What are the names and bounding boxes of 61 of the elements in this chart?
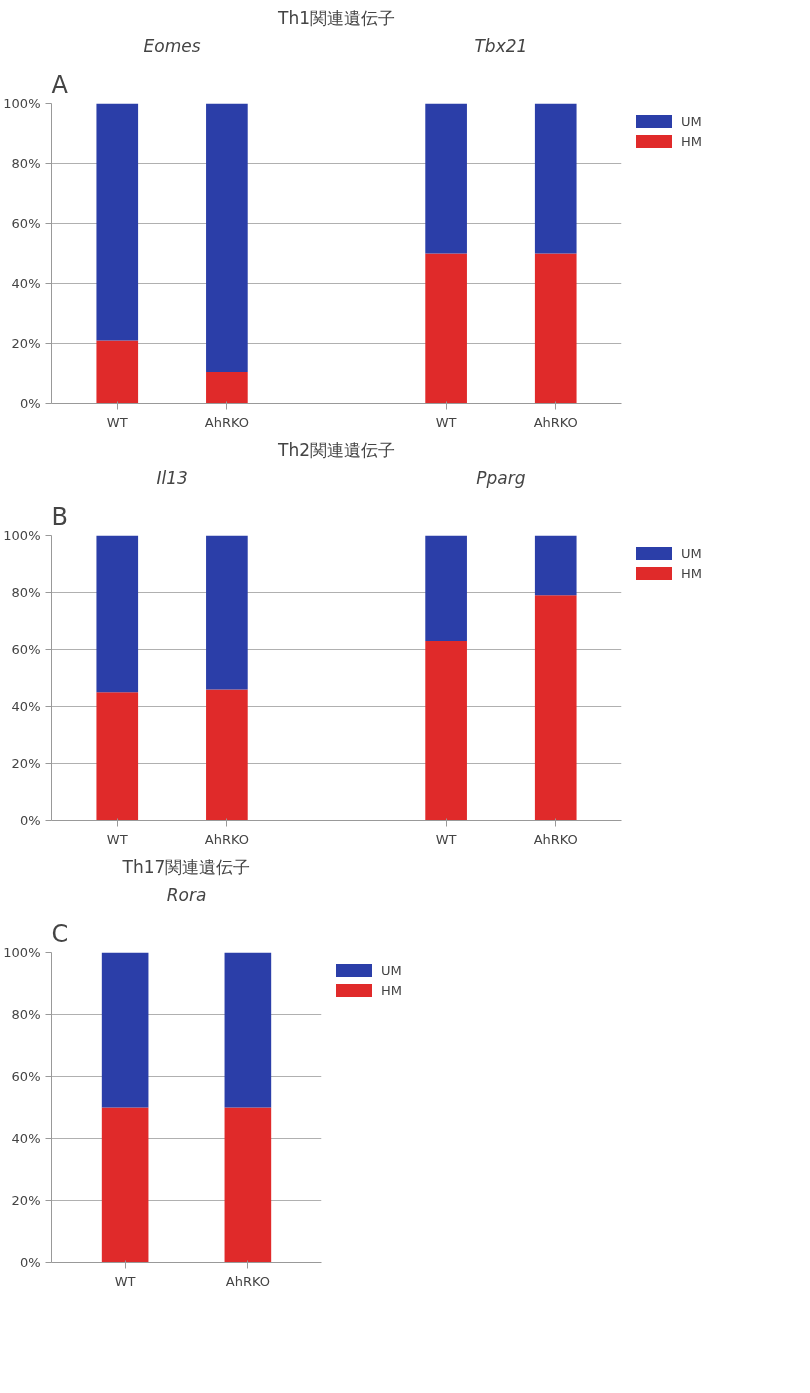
y-tick-label: 60% bbox=[11, 1069, 41, 1084]
y-tick-label: 60% bbox=[11, 216, 41, 231]
legend-label: HM bbox=[681, 565, 702, 581]
text: Rora bbox=[166, 884, 207, 905]
x-tick-label: WT bbox=[106, 831, 128, 847]
text: B bbox=[51, 502, 68, 531]
y-tick-label: 40% bbox=[11, 276, 41, 291]
bar bbox=[425, 535, 467, 641]
bar bbox=[96, 692, 139, 821]
y-tick-label: 80% bbox=[11, 156, 41, 171]
x-tick-label: WT bbox=[435, 414, 457, 430]
y-tick-label: 0% bbox=[19, 813, 41, 828]
x-tick-label: WT bbox=[435, 831, 457, 847]
bar bbox=[206, 535, 248, 690]
bar bbox=[534, 103, 577, 254]
y-tick-label: 100% bbox=[3, 96, 41, 111]
y-tick-label: 20% bbox=[11, 756, 41, 771]
bar bbox=[96, 535, 139, 693]
bar bbox=[206, 103, 248, 372]
y-tick-label: 60% bbox=[11, 642, 41, 657]
y-tick-label: 0% bbox=[19, 396, 41, 411]
text: Pparg bbox=[476, 467, 526, 488]
bar bbox=[534, 595, 577, 821]
x-tick-label: AhRKO bbox=[204, 414, 249, 430]
bar bbox=[206, 372, 248, 404]
chart-title: Th2関連遺伝子 bbox=[277, 439, 395, 460]
y-tick-label: 80% bbox=[11, 1007, 41, 1022]
bar bbox=[534, 535, 577, 596]
y-tick-label: 80% bbox=[11, 585, 41, 600]
legend-label: UM bbox=[381, 962, 402, 978]
text: Eomes bbox=[143, 35, 201, 56]
legend-label: UM bbox=[681, 113, 702, 129]
y-tick-label: 20% bbox=[11, 336, 41, 351]
x-tick-label: WT bbox=[114, 1273, 136, 1289]
bar bbox=[206, 689, 248, 821]
x-tick-label: AhRKO bbox=[225, 1273, 270, 1289]
text: C bbox=[51, 919, 69, 948]
y-tick-label: 40% bbox=[11, 1131, 41, 1146]
legend-label: HM bbox=[681, 133, 702, 149]
x-tick-label: WT bbox=[106, 414, 128, 430]
legend-label: HM bbox=[381, 982, 402, 998]
bar bbox=[425, 253, 467, 404]
y-tick-label: 100% bbox=[3, 945, 41, 960]
bar bbox=[96, 340, 139, 404]
y-tick-label: 100% bbox=[3, 528, 41, 543]
bar bbox=[425, 640, 467, 821]
bar bbox=[534, 253, 577, 404]
bar bbox=[425, 103, 467, 254]
y-tick-label: 40% bbox=[11, 699, 41, 714]
text: Il13 bbox=[156, 467, 188, 488]
y-tick-label: 20% bbox=[11, 1193, 41, 1208]
chart-title: Th1関連遺伝子 bbox=[277, 7, 395, 28]
x-tick-label: AhRKO bbox=[533, 414, 578, 430]
x-tick-label: AhRKO bbox=[204, 831, 249, 847]
text: Tbx21 bbox=[474, 35, 528, 56]
bar bbox=[96, 103, 139, 341]
y-tick-label: 0% bbox=[19, 1255, 41, 1270]
chart-title: Th17関連遺伝子 bbox=[121, 856, 251, 877]
x-tick-label: AhRKO bbox=[533, 831, 578, 847]
text: A bbox=[51, 70, 69, 99]
legend-label: UM bbox=[681, 545, 702, 561]
